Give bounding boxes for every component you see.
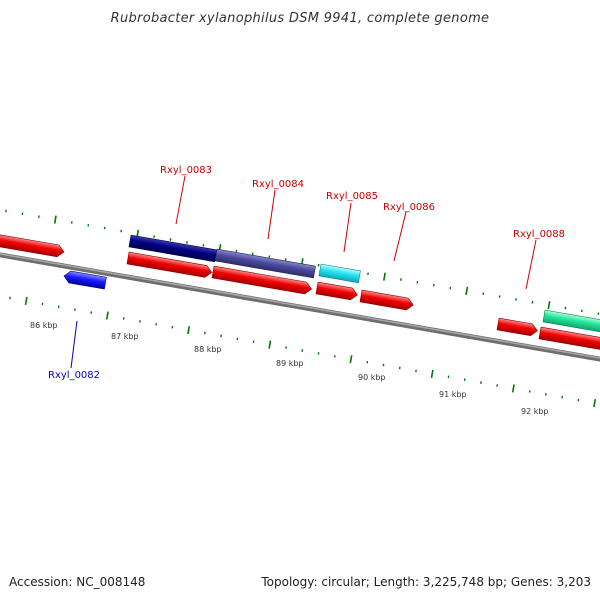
outer-tick (53, 215, 57, 224)
inner-tick (105, 311, 109, 320)
inner-tick (268, 340, 272, 349)
genome-summary-text: Topology: circular; Length: 3,225,748 bp… (260, 575, 591, 589)
inner-tick (430, 369, 434, 378)
gene-rxyl-0082[interactable] (63, 270, 107, 290)
outer-tick-track (5, 209, 600, 316)
gene-rxyl-0088[interactable] (542, 309, 600, 335)
gene-label-rxyl-0088[interactable]: Rxyl_0088 (513, 229, 565, 240)
gene-rxyl-0084[interactable] (214, 248, 316, 279)
inner-tick (561, 395, 564, 399)
leader-line-rxyl-0086 (393, 211, 407, 262)
cds-rxyl-0088[interactable] (538, 326, 600, 352)
leader-line-rxyl-0084 (267, 189, 276, 240)
leader-line-rxyl-0088 (525, 239, 537, 290)
scale-label: 87 kbp (111, 332, 139, 341)
gene-labels: Rxyl_0082 Rxyl_0083 Rxyl_0084 Rxyl_0085 … (48, 165, 565, 381)
cds-rxyl-0085[interactable] (315, 281, 358, 301)
cds-rxyl-0083[interactable] (126, 251, 213, 278)
inner-tick (24, 296, 28, 306)
leader-line-rxyl-0083 (175, 175, 186, 225)
scale-labels: 86 kbp 87 kbp 88 kbp 89 kbp 90 kbp 91 kb… (30, 321, 549, 416)
inner-tick (349, 355, 353, 364)
map-title: Rubrobacter xylanophilus DSM 9941, compl… (111, 11, 490, 26)
scale-label: 89 kbp (276, 359, 304, 368)
inner-tick (187, 326, 191, 335)
scale-label: 90 kbp (358, 373, 386, 382)
scale-label: 92 kbp (521, 407, 549, 416)
outer-tick (564, 306, 567, 310)
inner-tick (236, 337, 239, 341)
outer-tick (547, 301, 551, 310)
inner-tick (398, 366, 401, 370)
cds-rxyl-0084[interactable] (211, 265, 313, 295)
inner-tick (480, 381, 482, 384)
leader-line-rxyl-0085 (343, 202, 352, 253)
sequence-backbone (0, 252, 600, 362)
scale-label: 88 kbp (194, 345, 222, 354)
inner-tick (74, 308, 76, 312)
outer-tick (465, 286, 469, 295)
inner-tick (155, 322, 158, 326)
accession-text: Accession: NC_008148 (9, 575, 145, 589)
inner-tick (317, 352, 320, 355)
inner-tick (593, 398, 597, 408)
gene-label-rxyl-0086[interactable]: Rxyl_0086 (383, 202, 435, 213)
gene-rxyl-0085[interactable] (318, 263, 361, 284)
inner-tick-track (9, 296, 597, 408)
cds-feature-left[interactable] (0, 233, 65, 258)
gene-label-rxyl-0084[interactable]: Rxyl_0084 (252, 179, 304, 190)
gene-features (0, 233, 600, 352)
outer-tick (383, 272, 386, 281)
inner-tick (511, 384, 515, 393)
cds-rxyl-0086[interactable] (359, 289, 414, 311)
outer-tick (202, 243, 205, 247)
cds-feature-0087[interactable] (496, 317, 538, 337)
outer-tick (21, 212, 24, 216)
scale-label: 91 kbp (439, 390, 467, 399)
gene-label-rxyl-0082[interactable]: Rxyl_0082 (48, 370, 100, 381)
gene-label-rxyl-0083[interactable]: Rxyl_0083 (160, 165, 212, 176)
scale-label: 86 kbp (30, 321, 58, 330)
leader-line-rxyl-0082 (70, 320, 78, 369)
gene-label-rxyl-0085[interactable]: Rxyl_0085 (326, 191, 378, 202)
